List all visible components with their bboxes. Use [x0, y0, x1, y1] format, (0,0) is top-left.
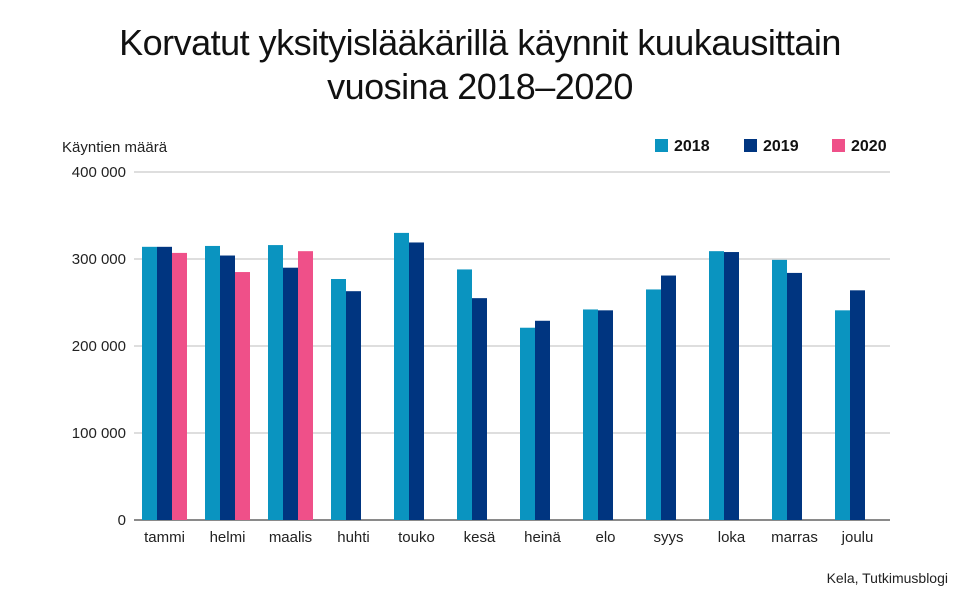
source-label: Kela, Tutkimusblogi: [826, 570, 948, 586]
bar-2018-helmi: [205, 245, 220, 520]
y-axis-ticks: 0 100 000 200 000 300 000 400 000: [72, 164, 126, 529]
x-tick-label: maalis: [269, 529, 312, 546]
bar-2019-touko: [409, 242, 424, 520]
legend-label: 2019: [763, 138, 799, 155]
bar-2018-tammi: [142, 246, 157, 520]
bar-2019-kesä: [472, 298, 487, 520]
bar-2019-elo: [598, 310, 613, 520]
bar-2019-helmi: [220, 255, 235, 520]
x-axis-ticks: tammi helmi maalis huhti touko kesä heinä elo sy…: [144, 529, 873, 546]
bar-2020-maalis: [298, 251, 313, 521]
chart-title-line2: vuosina 2018–2020: [327, 66, 633, 107]
chart-title: Korvatut yksityislääkärillä käynnit kuuk…: [119, 22, 841, 63]
gridlines: [134, 171, 890, 521]
bar-2018-heinä: [520, 327, 535, 520]
x-tick-label: touko: [398, 529, 435, 546]
x-tick-label: joulu: [841, 529, 874, 546]
legend-swatch: [832, 139, 845, 152]
bar-2018-loka: [709, 251, 724, 521]
y-tick-label: 200 000: [72, 338, 126, 355]
bar-2018-marras: [772, 259, 787, 520]
x-tick-label: marras: [771, 529, 818, 546]
bar-2018-touko: [394, 232, 409, 520]
y-tick-label: 300 000: [72, 251, 126, 268]
legend-swatch: [744, 139, 757, 152]
legend-label: 2020: [851, 138, 887, 155]
y-axis-label: Käyntien määrä: [62, 139, 168, 156]
bar-2018-huhti: [331, 279, 346, 520]
x-tick-label: kesä: [464, 529, 496, 546]
legend-swatch: [655, 139, 668, 152]
bar-2018-elo: [583, 309, 598, 520]
legend: 2018 2019 2020: [655, 138, 887, 155]
x-tick-label: syys: [654, 529, 684, 546]
bar-2019-tammi: [157, 246, 172, 520]
bars: [142, 232, 865, 521]
bar-2019-heinä: [535, 320, 550, 520]
legend-label: 2018: [674, 138, 710, 155]
bar-2018-joulu: [835, 310, 850, 520]
x-tick-label: tammi: [144, 529, 185, 546]
bar-2018-syys: [646, 289, 661, 520]
bar-2019-syys: [661, 275, 676, 520]
y-tick-label: 100 000: [72, 425, 126, 442]
y-tick-label: 0: [118, 512, 126, 529]
bar-2020-helmi: [235, 272, 250, 520]
x-tick-label: huhti: [337, 529, 370, 546]
x-tick-label: elo: [595, 529, 615, 546]
bar-2019-marras: [787, 272, 802, 520]
x-tick-label: helmi: [210, 529, 246, 546]
x-tick-label: loka: [718, 529, 746, 546]
bar-2019-loka: [724, 252, 739, 521]
bar-2019-joulu: [850, 290, 865, 520]
bar-2019-huhti: [346, 291, 361, 520]
bar-2020-tammi: [172, 252, 187, 520]
x-tick-label: heinä: [524, 529, 561, 546]
y-tick-label: 400 000: [72, 164, 126, 181]
bar-2019-maalis: [283, 267, 298, 520]
bar-2018-kesä: [457, 269, 472, 520]
bar-2018-maalis: [268, 245, 283, 520]
